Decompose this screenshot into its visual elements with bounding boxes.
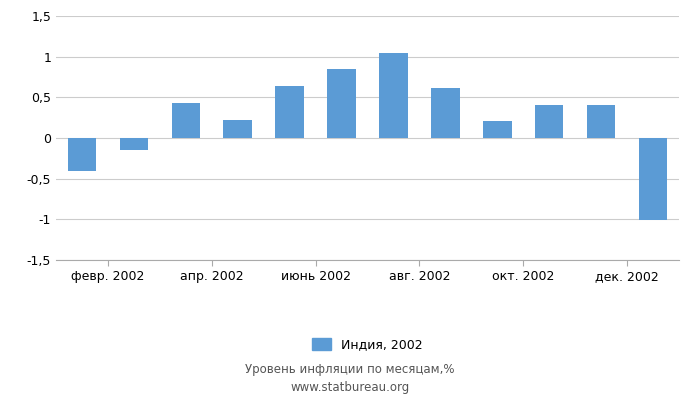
Bar xyxy=(223,120,252,138)
Bar xyxy=(587,105,615,138)
Bar xyxy=(328,69,356,138)
Bar xyxy=(535,105,564,138)
Bar xyxy=(68,138,96,170)
Text: Уровень инфляции по месяцам,%: Уровень инфляции по месяцам,% xyxy=(245,364,455,376)
Legend: Индия, 2002: Индия, 2002 xyxy=(307,333,428,356)
Bar xyxy=(483,121,512,138)
Bar xyxy=(431,88,460,138)
Bar xyxy=(639,138,667,220)
Bar xyxy=(120,138,148,150)
Bar xyxy=(379,53,407,138)
Bar xyxy=(275,86,304,138)
Text: www.statbureau.org: www.statbureau.org xyxy=(290,382,410,394)
Bar xyxy=(172,103,200,138)
